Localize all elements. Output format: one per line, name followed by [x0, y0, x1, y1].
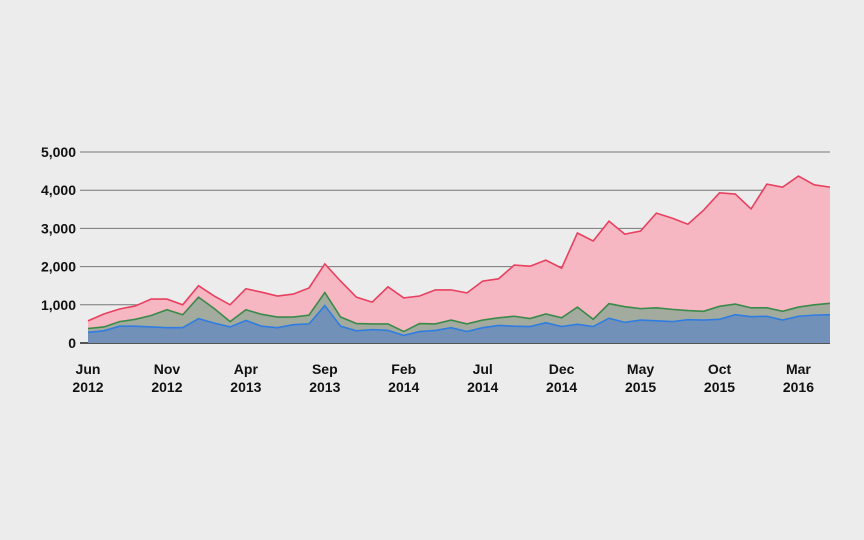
series-line [87, 304, 831, 337]
area-fill [88, 176, 830, 343]
x-tick-label: May 2015 [625, 361, 656, 395]
x-tick-label: Oct 2015 [704, 361, 735, 395]
x-tick-label: Apr 2013 [230, 361, 261, 395]
y-tick-label: 0 [68, 335, 76, 351]
y-tick-label: 5,000 [41, 144, 76, 160]
series-line [87, 291, 831, 333]
x-tick-label: Nov 2012 [151, 361, 182, 395]
x-tick-label: Dec 2014 [546, 361, 577, 395]
series-line [87, 175, 831, 322]
y-tick-label: 1,000 [41, 297, 76, 313]
y-tick-label: 3,000 [41, 220, 76, 236]
y-tick-label: 4,000 [41, 182, 76, 198]
x-tick-label: Mar 2016 [783, 361, 814, 395]
x-tick-label: Jun 2012 [72, 361, 103, 395]
x-tick-label: Sep 2013 [309, 361, 340, 395]
y-tick-label: 2,000 [41, 259, 76, 275]
area-fill [88, 305, 830, 343]
x-tick-label: Jul 2014 [467, 361, 498, 395]
x-tick-label: Feb 2014 [388, 361, 419, 395]
